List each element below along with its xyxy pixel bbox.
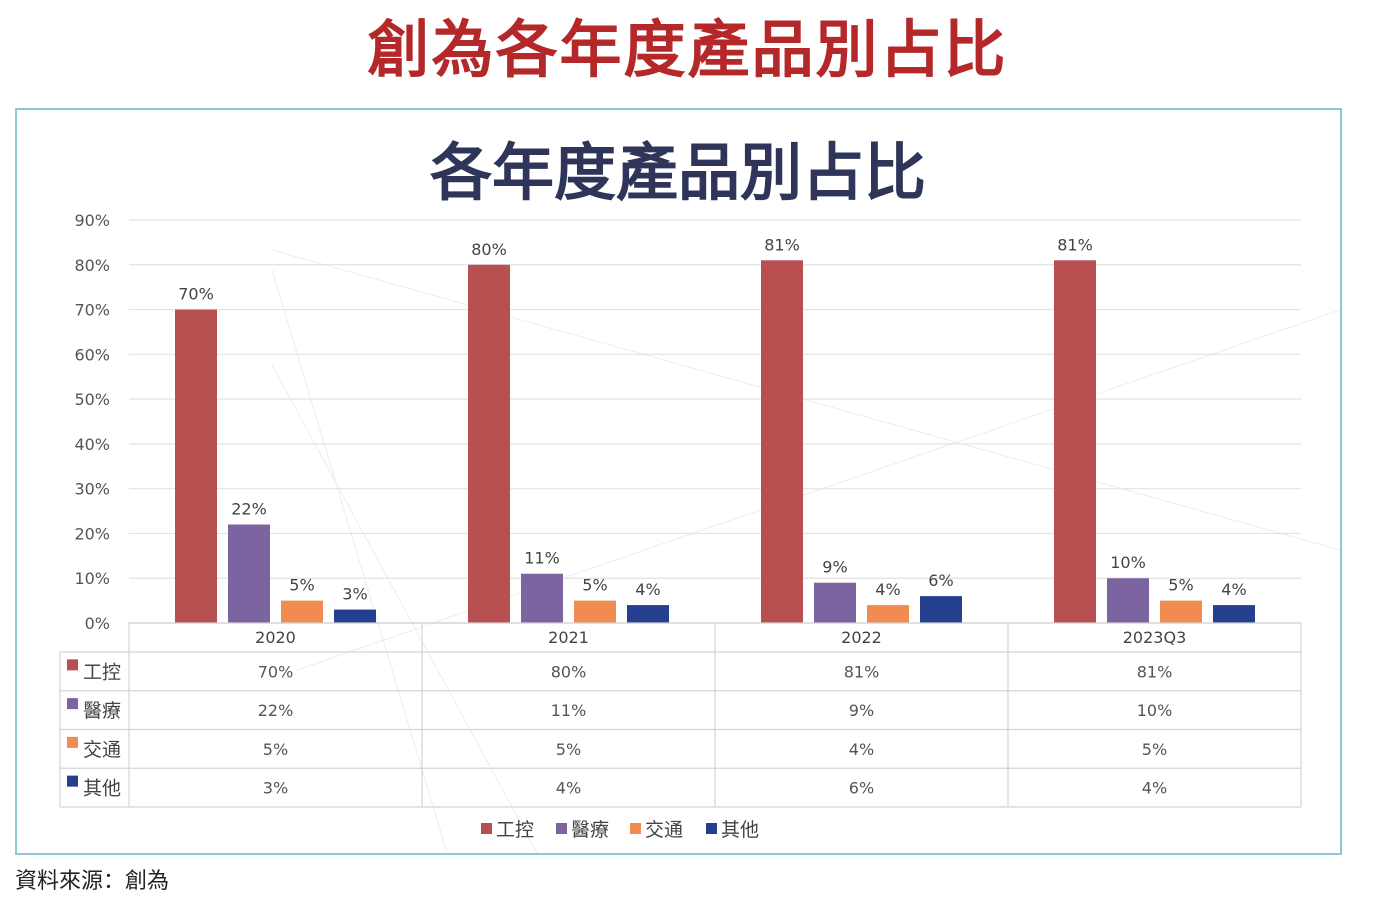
table-row-label: 工控 xyxy=(83,661,121,683)
bar xyxy=(761,260,803,623)
x-category-label: 2021 xyxy=(548,628,589,647)
table-row-label: 交通 xyxy=(83,739,121,761)
table-cell: 70% xyxy=(258,662,294,681)
table-cell: 80% xyxy=(551,662,587,681)
table-cell: 3% xyxy=(263,779,288,798)
y-tick-label: 30% xyxy=(74,480,110,499)
bar-data-label: 81% xyxy=(1057,235,1093,254)
legend-key xyxy=(630,823,641,834)
bars xyxy=(175,260,1255,623)
bar-data-label: 5% xyxy=(582,576,607,595)
table-row-label: 其他 xyxy=(83,778,121,800)
bar-data-label: 5% xyxy=(289,576,314,595)
table-cell: 4% xyxy=(849,740,874,759)
table-legend-key xyxy=(67,775,78,787)
bar xyxy=(468,264,510,623)
bar-data-label: 6% xyxy=(928,571,953,590)
y-tick-label: 90% xyxy=(74,211,110,230)
table-legend-key xyxy=(67,736,78,748)
table-row-label: 醫療 xyxy=(83,700,121,722)
table-cell: 81% xyxy=(1137,662,1173,681)
x-category-label: 2020 xyxy=(255,628,296,647)
source-note: 資料來源：創為 xyxy=(15,869,170,894)
bar xyxy=(1054,260,1096,623)
legend-key xyxy=(706,823,717,834)
table-cell: 5% xyxy=(556,740,581,759)
bar xyxy=(334,609,376,623)
bar-data-label: 9% xyxy=(822,558,847,577)
chart-frame: 各年度產品別占比 0% 10% 20% 30% 40% 50% 60% 70% 80% 90% 7… xyxy=(15,108,1342,855)
legend-key xyxy=(556,823,567,834)
bar-data-label: 3% xyxy=(342,585,367,604)
legend-label: 工控 xyxy=(496,819,534,841)
legend-label: 醫療 xyxy=(571,819,609,841)
bar-data-label: 81% xyxy=(764,235,800,254)
bar-data-label: 22% xyxy=(231,499,267,518)
bar-data-label: 5% xyxy=(1168,576,1193,595)
table-cell: 4% xyxy=(556,779,581,798)
legend-key xyxy=(481,823,492,834)
bar xyxy=(920,596,962,623)
y-tick-label: 70% xyxy=(74,301,110,320)
y-tick-label: 80% xyxy=(74,256,110,275)
y-axis-tick-labels: 0% 10% 20% 30% 40% 50% 60% 70% 80% 90% xyxy=(74,211,110,633)
table-cell: 22% xyxy=(258,701,294,720)
bar xyxy=(574,600,616,623)
y-tick-label: 10% xyxy=(74,569,110,588)
chart-title: 各年度產品別占比 xyxy=(430,136,926,209)
bar xyxy=(814,582,856,623)
table-cell: 10% xyxy=(1137,701,1173,720)
table-cell: 5% xyxy=(1142,740,1167,759)
bar-data-label: 80% xyxy=(471,240,507,259)
bar xyxy=(627,605,669,623)
decorative-line xyxy=(271,249,1340,551)
bar xyxy=(1213,605,1255,623)
bar xyxy=(867,605,909,623)
table-cell: 6% xyxy=(849,779,874,798)
table-cell: 4% xyxy=(1142,779,1167,798)
y-tick-label: 20% xyxy=(74,524,110,543)
bar-chart: 各年度產品別占比 0% 10% 20% 30% 40% 50% 60% 70% 80% 90% 7… xyxy=(59,136,1340,853)
bar-data-label: 4% xyxy=(635,580,660,599)
y-tick-label: 0% xyxy=(85,614,110,633)
bar xyxy=(1160,600,1202,623)
bar-data-labels: 70% 22% 5% 3% 80% 11% 5% 4% 81% 9% 4% 6% 81% 10% 5% 4% xyxy=(178,235,1246,603)
bar xyxy=(175,309,217,623)
table-cell: 11% xyxy=(551,701,587,720)
bar xyxy=(228,524,270,623)
legend-label: 交通 xyxy=(645,819,683,841)
bar-data-label: 10% xyxy=(1110,553,1146,572)
table-legend-key xyxy=(67,659,78,671)
bar xyxy=(1107,578,1149,623)
y-tick-label: 60% xyxy=(74,345,110,364)
table-cell: 9% xyxy=(849,701,874,720)
bar-data-label: 4% xyxy=(875,580,900,599)
page-title: 創為各年度產品別占比 xyxy=(367,13,1008,86)
x-category-label: 2022 xyxy=(841,628,882,647)
data-table: 2020 2021 2022 2023Q3 工控 70% 80% 81% 81% 醫療 22% 11%… xyxy=(59,622,1302,808)
bar xyxy=(281,600,323,623)
decorative-line xyxy=(271,364,538,853)
bar-data-label: 4% xyxy=(1221,580,1246,599)
y-tick-label: 50% xyxy=(74,390,110,409)
bar-data-label: 11% xyxy=(524,549,560,568)
table-legend-key xyxy=(67,698,78,710)
legend-label: 其他 xyxy=(721,819,759,841)
bar-data-label: 70% xyxy=(178,285,214,304)
decorative-lines xyxy=(271,249,1340,853)
x-category-label: 2023Q3 xyxy=(1123,628,1187,647)
table-cell: 81% xyxy=(844,662,880,681)
bar xyxy=(521,573,563,623)
legend: 工控 醫療 交通 其他 xyxy=(481,819,759,841)
table-cell: 5% xyxy=(263,740,288,759)
y-tick-label: 40% xyxy=(74,435,110,454)
decorative-line xyxy=(271,269,448,853)
